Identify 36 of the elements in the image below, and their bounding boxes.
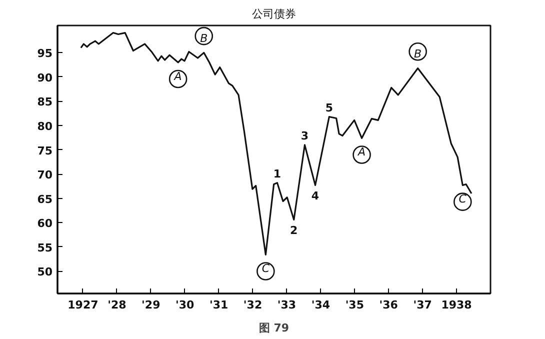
x-tick-label: '33 bbox=[277, 298, 296, 312]
x-tick-label: '37 bbox=[413, 298, 432, 312]
y-tick-label: 65 bbox=[37, 192, 53, 206]
y-tick-label: 85 bbox=[37, 96, 53, 109]
x-tick-label: '34 bbox=[311, 298, 330, 312]
y-tick-label: 60 bbox=[37, 217, 53, 230]
y-tick-label: 80 bbox=[37, 120, 53, 134]
y-tick-label: 95 bbox=[37, 47, 53, 60]
annotation: B bbox=[414, 48, 422, 61]
chart-title: 公司债券 bbox=[252, 8, 296, 20]
annotation: 2 bbox=[290, 224, 298, 238]
x-tick-label: 1938 bbox=[441, 298, 472, 312]
y-tick-label: 75 bbox=[37, 144, 53, 158]
x-tick-label: '32 bbox=[243, 298, 262, 312]
annotation: A bbox=[173, 70, 182, 83]
annotation: C bbox=[458, 192, 467, 206]
line-series bbox=[80, 32, 472, 256]
y-tick-label: 90 bbox=[37, 71, 53, 84]
caption: 图 79 bbox=[258, 322, 290, 334]
x-tick-label: 1927 bbox=[68, 298, 98, 312]
annotation: A bbox=[357, 146, 366, 159]
annotation: 4 bbox=[311, 190, 320, 203]
y-tick-label: 55 bbox=[37, 241, 53, 254]
x-tick-label: '28 bbox=[108, 298, 126, 312]
annotation: C bbox=[262, 262, 270, 276]
x-tick-label: '29 bbox=[142, 298, 160, 312]
annotation: B bbox=[200, 32, 208, 46]
annotation: 3 bbox=[300, 129, 309, 142]
y-tick-label: 70 bbox=[37, 168, 53, 182]
x-tick-label: '36 bbox=[379, 298, 398, 312]
annotation: 1 bbox=[273, 167, 282, 180]
x-tick-label: '31 bbox=[209, 298, 228, 312]
y-tick-label: 50 bbox=[37, 266, 53, 279]
annotation: 5 bbox=[325, 101, 334, 114]
x-tick-label: '30 bbox=[176, 298, 195, 312]
x-tick-label: '35 bbox=[345, 298, 364, 312]
